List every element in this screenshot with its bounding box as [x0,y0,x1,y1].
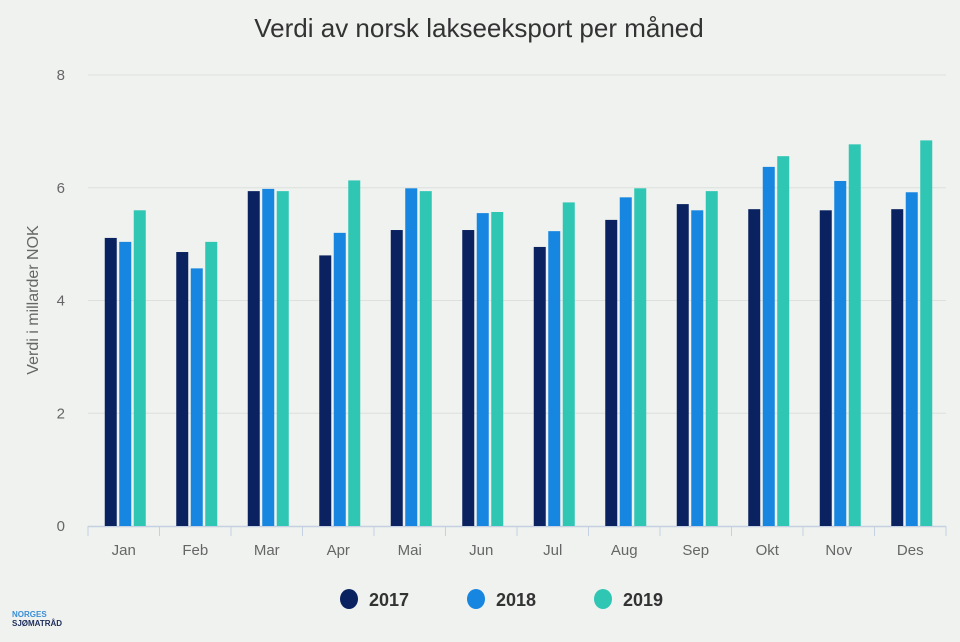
bar-2017-Mar [247,191,260,526]
bar-2019-Mai [419,191,432,526]
x-tick-label: Aug [611,542,638,559]
x-tick-label: Okt [756,542,780,559]
bar-2017-Sep [676,204,689,526]
x-tick-label: Mai [398,542,422,559]
bar-2018-Jan [119,241,132,526]
legend-label-2018: 2018 [496,590,536,610]
bar-2019-Apr [348,180,361,526]
bar-2017-Mai [390,230,403,526]
legend-marker-2018 [467,589,485,609]
x-tick-label: Nov [825,542,852,559]
bar-2019-Jul [562,202,575,526]
x-tick-label: Sep [682,542,709,559]
bar-2018-Apr [333,232,346,526]
bar-2018-Jul [548,231,561,526]
bar-2019-Nov [848,144,861,526]
y-tick-label: 4 [57,293,65,310]
bar-2019-Des [920,140,933,526]
bar-2018-Sep [691,210,704,527]
bar-2017-Apr [319,255,332,526]
y-tick-label: 8 [57,67,65,84]
bar-2018-Jun [476,213,489,526]
bar-2019-Mar [276,191,289,526]
bar-2018-Mai [405,188,418,526]
bar-2017-Nov [819,210,832,527]
bar-2017-Jun [462,230,475,526]
bar-2019-Aug [634,188,647,526]
bar-2019-Jun [491,211,504,526]
bar-2019-Jan [133,210,146,527]
bar-2018-Aug [619,197,632,527]
bar-2017-Des [891,209,904,527]
x-tick-label: Jan [112,542,136,559]
y-axis-label: Verdi i millarder NOK [25,225,42,375]
bar-2017-Feb [176,252,189,526]
y-tick-label: 2 [57,405,65,422]
x-tick-label: Feb [182,542,208,559]
bar-2017-Jan [104,237,117,526]
y-tick-label: 6 [57,180,65,197]
x-tick-label: Mar [254,542,280,559]
chart-title: Verdi av norsk lakseeksport per måned [254,13,703,43]
bar-2019-Okt [777,156,790,526]
bar-2018-Feb [190,268,203,526]
x-tick-label: Jun [469,542,493,559]
bar-2017-Okt [748,209,761,527]
legend-label-2019: 2019 [623,590,663,610]
bar-2017-Aug [605,219,618,527]
bar-2017-Jul [533,246,546,526]
x-tick-label: Apr [327,542,350,559]
x-tick-label: Jul [543,542,562,559]
logo-line-2: SJØMATRÅD [12,619,63,628]
bar-2018-Mar [262,188,275,526]
bar-2018-Okt [762,166,775,527]
legend-marker-2019 [594,589,612,609]
legend-marker-2017 [340,589,358,609]
legend-label-2017: 2017 [369,590,409,610]
x-tick-label: Des [897,542,924,559]
norges-sjomatrad-logo: NORGES SJØMATRÅD [12,610,62,628]
y-tick-label: 0 [57,518,65,535]
bar-2018-Nov [834,180,847,527]
logo-line-1: NORGES [12,610,47,619]
bar-2019-Feb [205,241,218,526]
bar-2019-Sep [705,191,718,526]
bar-2018-Des [905,192,918,526]
